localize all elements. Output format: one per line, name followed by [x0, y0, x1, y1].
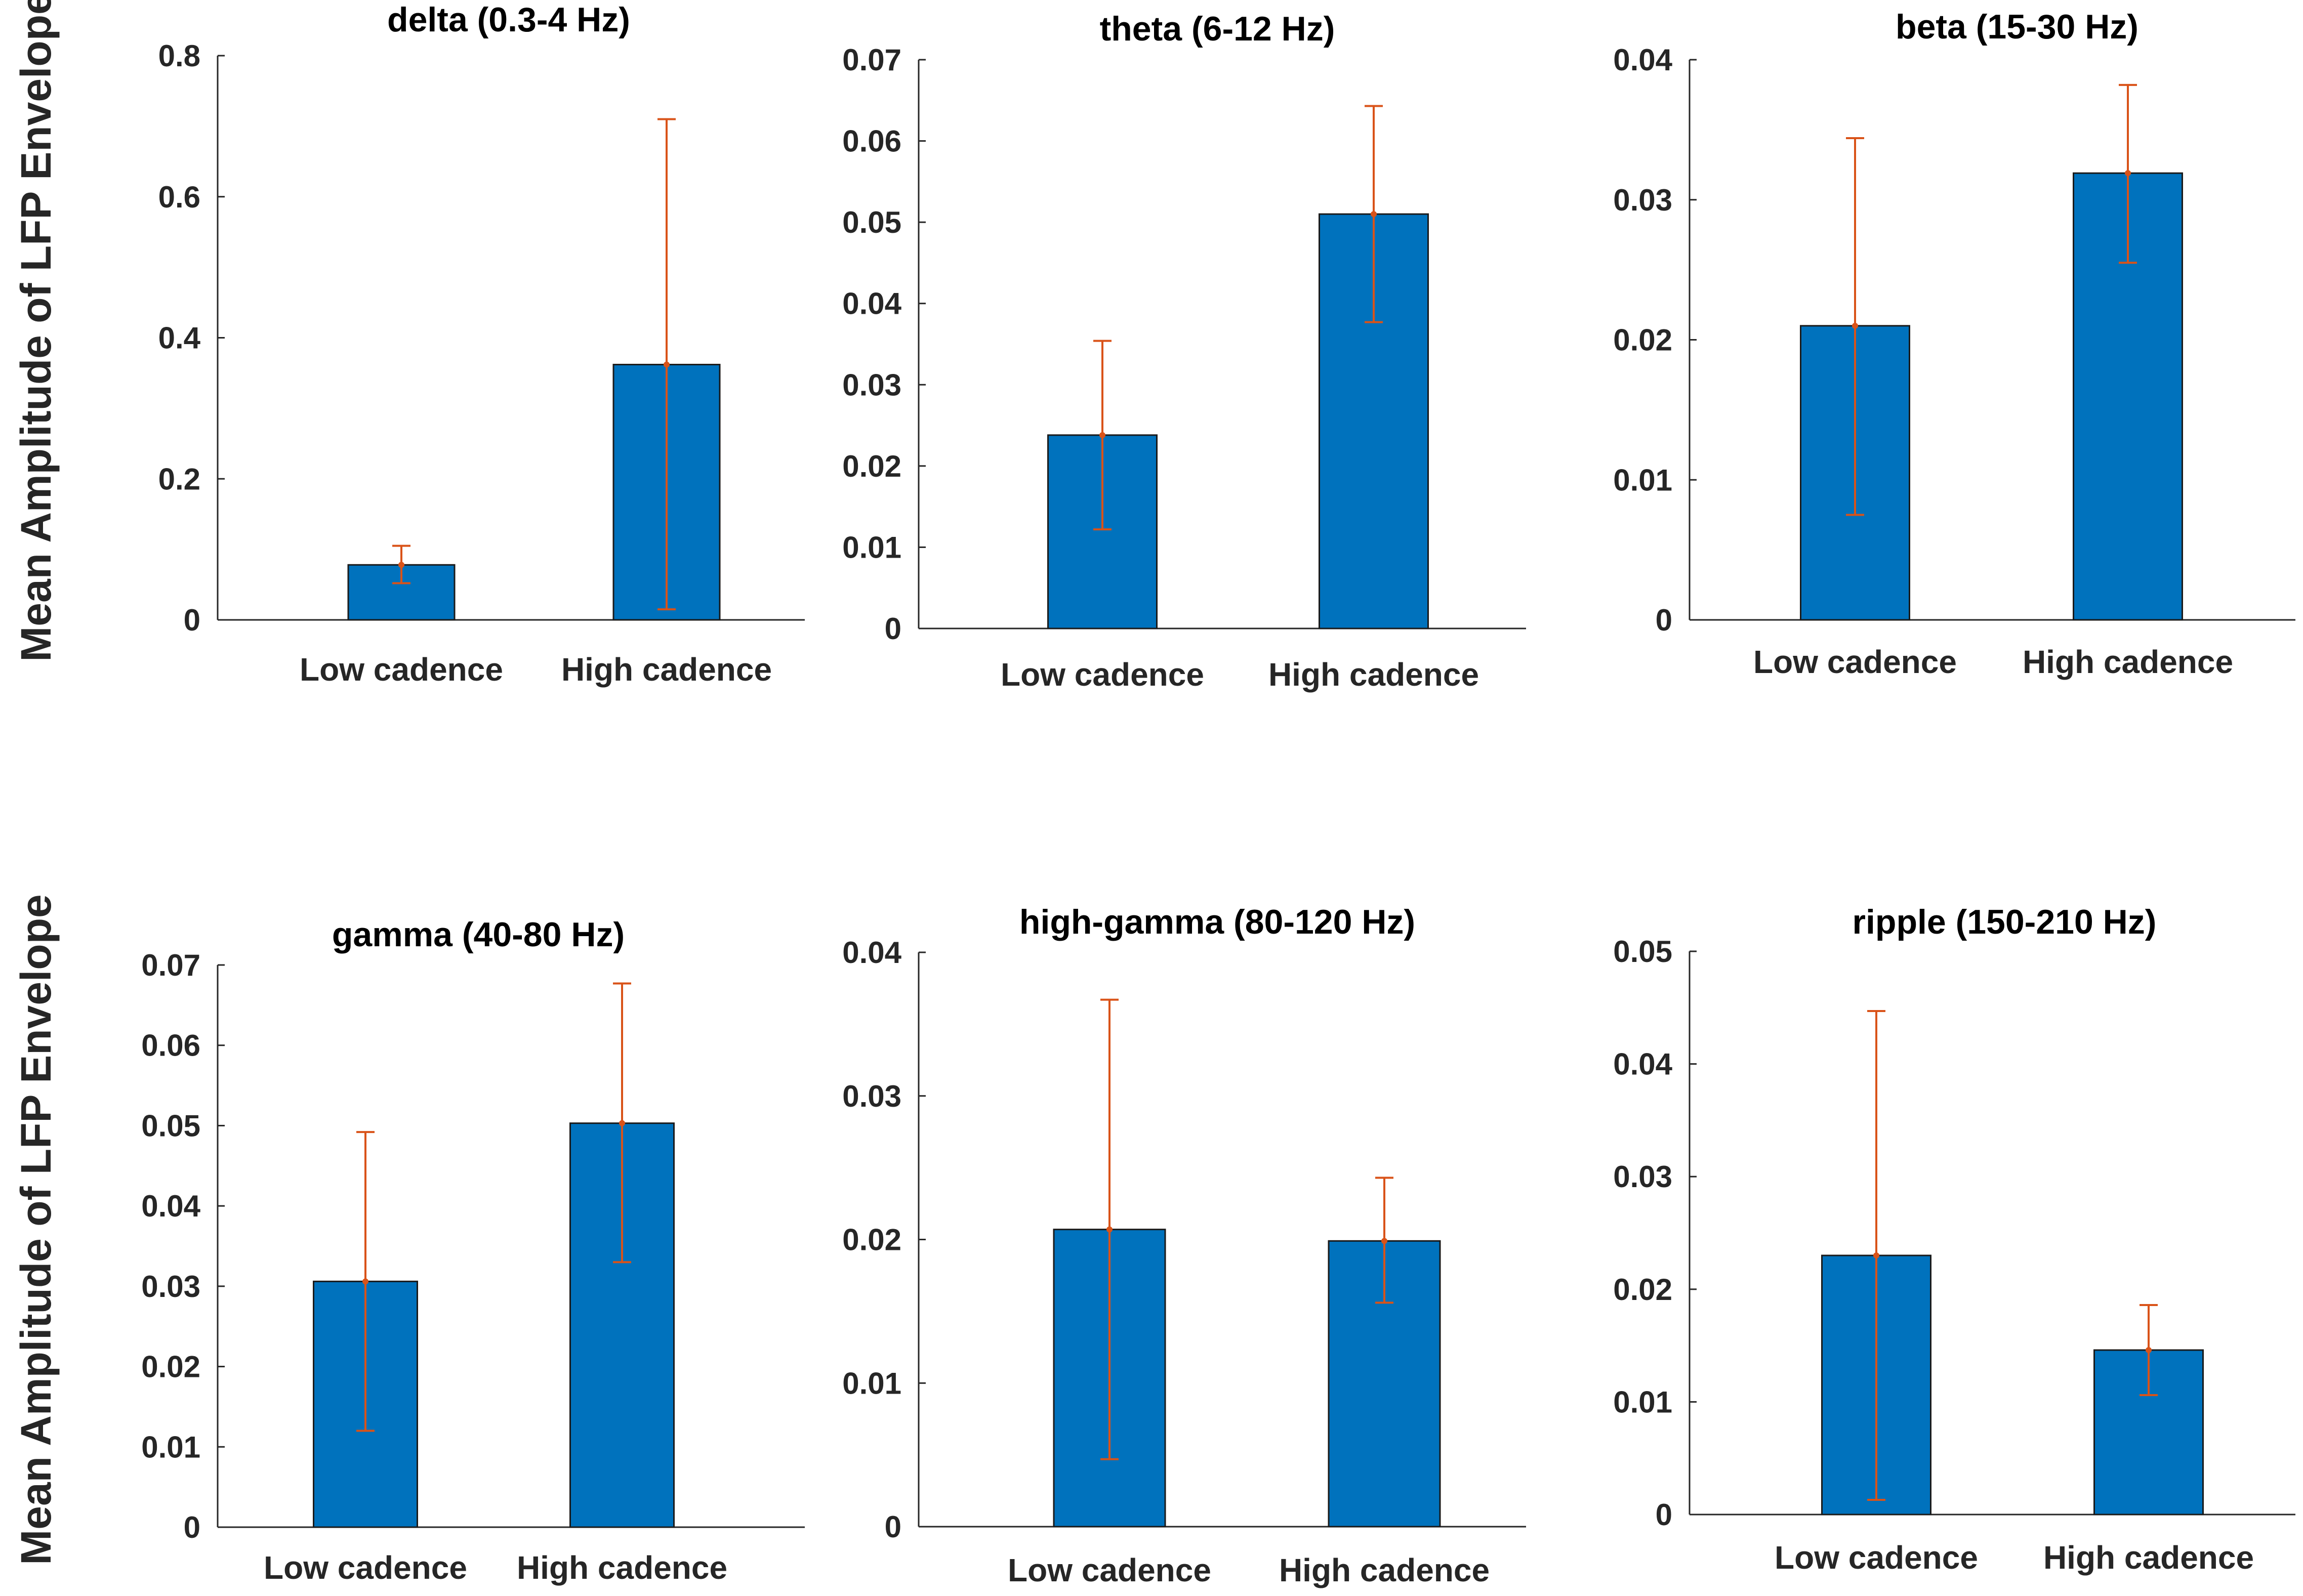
y-tick-label: 0.02 [141, 1350, 200, 1384]
mean-marker [1099, 432, 1105, 438]
mean-marker [1371, 211, 1377, 218]
y-tick-label: 0.01 [1613, 463, 1672, 497]
y-tick-label: 0.03 [1613, 1160, 1672, 1194]
y-tick-label: 0.6 [158, 180, 200, 214]
y-tick-label: 0.04 [842, 287, 901, 321]
y-tick-label: 0.04 [1613, 43, 1672, 77]
y-tick-label: 0.4 [158, 321, 201, 355]
category-label: High cadence [2043, 1539, 2254, 1576]
y-tick-label: 0.01 [1613, 1385, 1672, 1419]
mean-marker [398, 562, 404, 568]
y-tick-label: 0.06 [842, 124, 901, 158]
mean-marker [664, 361, 670, 368]
category-label: High cadence [561, 651, 772, 688]
y-tick-label: 0.03 [141, 1270, 200, 1304]
mean-marker [362, 1278, 368, 1285]
chart-title: gamma (40-80 Hz) [332, 915, 625, 954]
panel-ripple: ripple (150-210 Hz) 0 0.01 0.02 0.03 0.04 0.05… [1613, 903, 2295, 1576]
y-tick-label: 0.03 [1613, 183, 1672, 217]
category-label: High cadence [1268, 656, 1479, 693]
category-label: High cadence [1279, 1552, 1490, 1588]
y-tick-label: 0.04 [141, 1189, 200, 1223]
y-tick-label: 0.04 [842, 936, 901, 970]
y-tick-label: 0 [885, 1510, 901, 1544]
y-tick-label: 0 [184, 1510, 200, 1544]
y-tick-label: 0 [184, 603, 200, 637]
y-tick-label: 0.02 [842, 449, 901, 483]
y-tick-label: 0.06 [141, 1029, 200, 1063]
panel-high-gamma: high-gamma (80-120 Hz) 0 0.01 0.02 0.03 0.04 L… [842, 903, 1526, 1588]
category-label: Low cadence [1753, 644, 1957, 680]
mean-marker [2125, 170, 2131, 177]
y-tick-label: 0.02 [842, 1223, 901, 1257]
category-label: High cadence [2023, 644, 2233, 680]
chart-title: high-gamma (80-120 Hz) [1019, 903, 1415, 941]
y-tick-label: 0.02 [1613, 1273, 1672, 1307]
y-tick-label: 0.03 [842, 368, 901, 402]
ylabel-bottom-row: Mean Amplitude of LFP Envelope [12, 894, 60, 1565]
y-tick-label: 0 [1656, 603, 1672, 637]
panel-beta: beta (15-30 Hz) 0 0.01 0.02 0.03 0.04 Low cade… [1613, 8, 2295, 680]
panel-theta: theta (6-12 Hz) 0 0.01 0.02 0.03 0.04 0.05 0.06… [842, 10, 1526, 693]
category-label: Low cadence [1001, 656, 1204, 693]
ylabel-top-row: Mean Amplitude of LFP Envelope [12, 0, 60, 662]
category-label: Low cadence [1008, 1552, 1211, 1588]
chart-title: theta (6-12 Hz) [1100, 10, 1335, 48]
panel-delta: delta (0.3-4 Hz) 0 0.2 0.4 0.6 0.8 Low cadence… [158, 1, 805, 688]
chart-title: beta (15-30 Hz) [1896, 8, 2138, 46]
y-tick-label: 0.8 [158, 39, 200, 73]
category-label: Low cadence [264, 1549, 467, 1586]
mean-marker [1106, 1226, 1113, 1233]
panel-gamma: gamma (40-80 Hz) 0 0.01 0.02 0.03 0.04 0.05 0.0… [141, 915, 805, 1586]
y-tick-label: 0.05 [141, 1109, 200, 1143]
chart-title: ripple (150-210 Hz) [1853, 903, 2157, 941]
mean-marker [1873, 1252, 1879, 1259]
y-tick-label: 0.2 [158, 462, 200, 496]
y-tick-label: 0 [885, 612, 901, 646]
y-tick-label: 0.07 [141, 948, 200, 982]
category-label: Low cadence [300, 651, 503, 688]
y-tick-label: 0.01 [842, 530, 901, 564]
y-tick-label: 0.04 [1613, 1047, 1672, 1081]
mean-marker [1852, 322, 1858, 329]
category-label: High cadence [517, 1549, 727, 1586]
y-tick-label: 0.07 [842, 43, 901, 77]
y-tick-label: 0.05 [1613, 935, 1672, 969]
chart-title: delta (0.3-4 Hz) [387, 1, 630, 39]
y-tick-label: 0 [1656, 1498, 1672, 1532]
mean-marker [1381, 1238, 1387, 1244]
mean-marker [2146, 1347, 2152, 1354]
y-tick-label: 0.01 [842, 1366, 901, 1400]
category-label: Low cadence [1775, 1539, 1978, 1576]
y-tick-label: 0.05 [842, 205, 901, 239]
y-tick-label: 0.03 [842, 1079, 901, 1113]
mean-marker [619, 1120, 625, 1126]
y-tick-label: 0.02 [1613, 323, 1672, 357]
y-tick-label: 0.01 [141, 1430, 200, 1464]
